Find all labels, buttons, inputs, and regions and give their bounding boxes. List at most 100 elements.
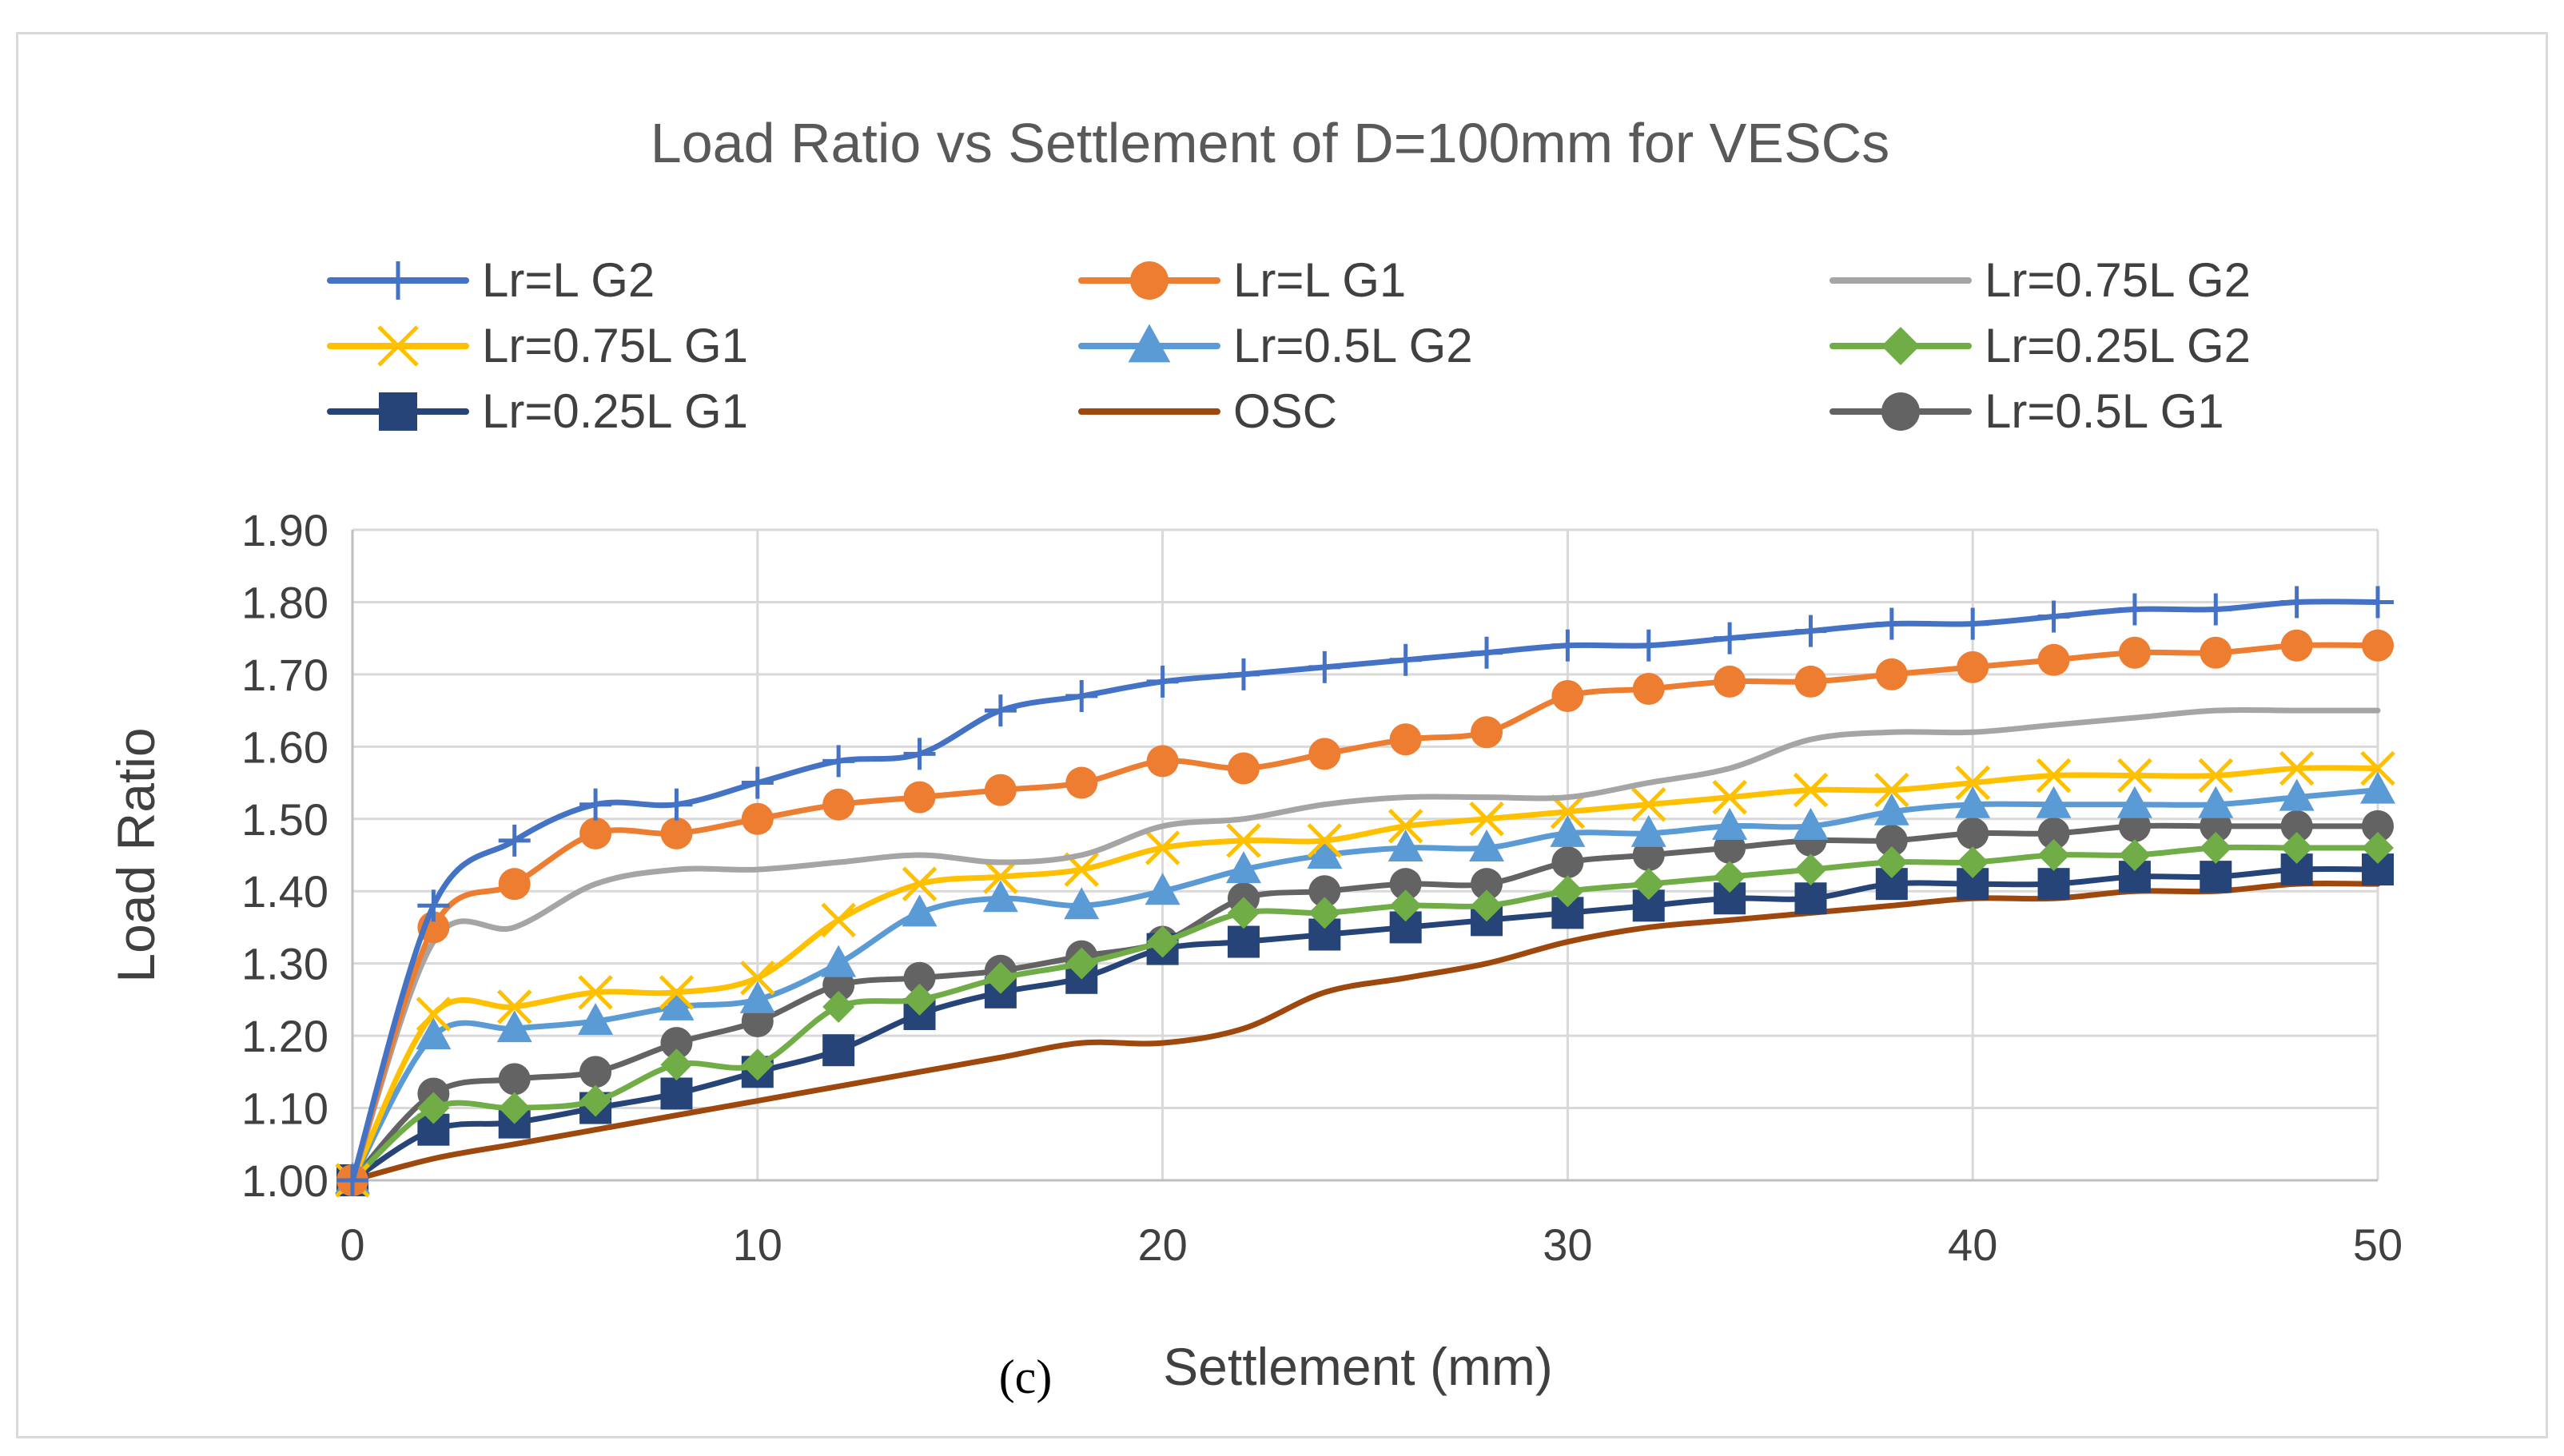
y-tick-label: 1.30 — [241, 939, 328, 989]
y-tick-label: 1.10 — [241, 1084, 328, 1134]
data-point-lr-0-5l-g1 — [1632, 839, 1665, 871]
x-tick-label: 40 — [1948, 1219, 1997, 1270]
data-point-lr-l-g2 — [417, 889, 450, 922]
data-point-lr-l-g2 — [1794, 615, 1827, 647]
legend-swatch-marker-b — [377, 325, 419, 367]
data-point-lr-0-5l-g1 — [1714, 831, 1746, 864]
data-point-lr-0-75l-g1-b — [1550, 794, 1586, 829]
legend-label: Lr=L G2 — [482, 253, 655, 307]
y-tick-label: 1.90 — [241, 505, 328, 555]
data-point-lr-0-25l-g1 — [2037, 868, 2070, 901]
data-point-lr-0-5l-g2 — [2036, 786, 2072, 818]
data-point-lr-l-g2 — [1714, 622, 1746, 654]
y-tick-label: 1.80 — [241, 577, 328, 627]
series-lr-0-25l-g1 — [336, 853, 2394, 1196]
data-point-lr-l-g1 — [1632, 672, 1665, 705]
data-point-lr-0-5l-g2 — [821, 945, 857, 977]
legend-label: Lr=0.25L G1 — [482, 384, 748, 438]
data-point-lr-0-5l-g2 — [1550, 814, 1586, 847]
data-point-lr-0-75l-g1-b — [1630, 786, 1666, 822]
data-point-lr-0-5l-g1 — [822, 969, 855, 1001]
data-point-lr-0-5l-g2 — [1873, 793, 1909, 825]
series-osc — [349, 881, 2381, 1183]
data-point-lr-l-g1 — [2118, 636, 2151, 669]
data-point-lr-0-75l-g1 — [1793, 772, 1829, 808]
data-point-lr-0-5l-g1 — [498, 1063, 531, 1096]
data-point-lr-0-5l-g2 — [1630, 814, 1666, 847]
data-point-lr-0-75l-g1 — [740, 960, 775, 996]
data-point-lr-0-25l-g1 — [1227, 925, 1260, 958]
data-point-lr-0-75l-g1-b — [496, 989, 532, 1024]
data-point-lr-0-75l-g1 — [2117, 758, 2152, 794]
data-point-lr-l-g2 — [336, 1164, 368, 1196]
data-point-lr-0-75l-g1-b — [983, 859, 1018, 894]
legend-label: Lr=0.5L G1 — [1985, 384, 2224, 438]
data-point-lr-0-75l-g1 — [902, 866, 938, 901]
data-point-lr-0-75l-g1-b — [1874, 772, 1909, 808]
data-point-lr-0-25l-g2 — [2200, 831, 2232, 864]
legend-swatch-marker — [1130, 261, 1169, 300]
figure-caption: (c) — [999, 1351, 1053, 1403]
data-point-lr-0-75l-g1 — [983, 859, 1018, 894]
series-line-lr-0-75l-g2 — [349, 706, 2381, 1183]
data-point-lr-0-5l-g1 — [903, 961, 936, 994]
data-point-lr-0-75l-g1-b — [1307, 823, 1343, 858]
legend-swatch-marker — [377, 325, 419, 367]
legend-label: Lr=0.75L G2 — [1985, 253, 2251, 307]
tick-labels: 1.00 1.10 1.20 1.30 1.40 1.50 1.60 1.70 1.80 1.90… — [241, 505, 2403, 1270]
data-point-lr-0-5l-g2 — [739, 981, 775, 1013]
data-point-lr-l-g1 — [579, 817, 612, 849]
data-point-lr-0-75l-g1 — [2036, 758, 2072, 794]
data-point-lr-0-75l-g1 — [1145, 830, 1180, 865]
data-point-lr-l-g2 — [498, 824, 531, 857]
y-tick-label: 1.50 — [241, 794, 328, 845]
data-point-lr-0-5l-g2 — [1712, 807, 1748, 840]
data-point-lr-0-75l-g1-b — [1469, 802, 1504, 837]
legend-swatch-marker — [1881, 327, 1920, 365]
data-point-lr-l-g1 — [2362, 629, 2394, 662]
series-layer — [335, 586, 2395, 1198]
data-point-lr-l-g2 — [2118, 593, 2151, 626]
data-point-lr-0-5l-g2 — [1225, 851, 1261, 884]
legend-item-lr-0-5l-g2: Lr=0.5L G2 — [1078, 319, 1473, 372]
y-tick-label: 1.70 — [241, 650, 328, 700]
data-point-lr-0-25l-g2 — [1471, 889, 1503, 922]
data-point-lr-0-5l-g1 — [579, 1056, 612, 1088]
data-point-lr-0-25l-g2 — [579, 1084, 612, 1117]
chart-frame: Load Ratio vs Settlement of D=100mm for … — [16, 32, 2548, 1438]
y-tick-label: 1.40 — [241, 866, 328, 917]
data-point-lr-0-5l-g2 — [496, 1010, 532, 1043]
data-point-lr-0-75l-g1 — [578, 975, 613, 1010]
legend-swatch-marker — [379, 261, 417, 300]
data-point-lr-0-75l-g1-b — [2360, 750, 2395, 786]
data-point-lr-0-5l-g1 — [2118, 810, 2151, 842]
data-point-lr-l-g1 — [2200, 636, 2232, 669]
data-point-lr-0-75l-g1-b — [1955, 765, 1990, 801]
data-point-lr-0-75l-g1-b — [1388, 809, 1423, 844]
legend-item-lr-0-5l-g1: Lr=0.5L G1 — [1829, 384, 2224, 438]
data-point-lr-0-75l-g1-b — [1712, 779, 1747, 815]
data-point-lr-0-5l-g1 — [1308, 875, 1341, 908]
data-point-lr-0-5l-g1 — [660, 1027, 693, 1060]
data-point-lr-l-g1 — [498, 868, 531, 901]
data-point-lr-0-25l-g2 — [1227, 897, 1260, 929]
data-point-lr-0-75l-g1-b — [2279, 750, 2315, 786]
data-point-lr-l-g1 — [1875, 658, 1908, 690]
data-point-lr-l-g2 — [822, 745, 855, 778]
legend-item-lr-0-25l-g1: Lr=0.25L G1 — [327, 384, 748, 438]
legend-item-lr-0-75l-g1: Lr=0.75L G1 — [327, 319, 748, 372]
data-point-lr-0-25l-g2 — [1389, 889, 1422, 922]
data-point-lr-0-25l-g2 — [2280, 831, 2313, 864]
data-point-lr-0-25l-g2 — [2118, 839, 2151, 871]
data-point-lr-0-75l-g1-b — [416, 997, 452, 1032]
data-point-lr-0-25l-g2 — [741, 1048, 774, 1081]
data-point-lr-0-5l-g1 — [741, 1005, 774, 1038]
data-point-lr-l-g1 — [1065, 766, 1098, 799]
data-point-lr-0-75l-g1-b — [1226, 823, 1261, 858]
legend-swatch-marker — [1128, 324, 1171, 363]
series-lr-l-g2 — [336, 586, 2394, 1196]
data-point-lr-l-g1 — [822, 788, 855, 821]
y-tick-label: 1.00 — [241, 1156, 328, 1206]
legend-item-lr-l-g1: Lr=L G1 — [1078, 253, 1406, 307]
legend-label: Lr=0.5L G2 — [1233, 319, 1473, 372]
